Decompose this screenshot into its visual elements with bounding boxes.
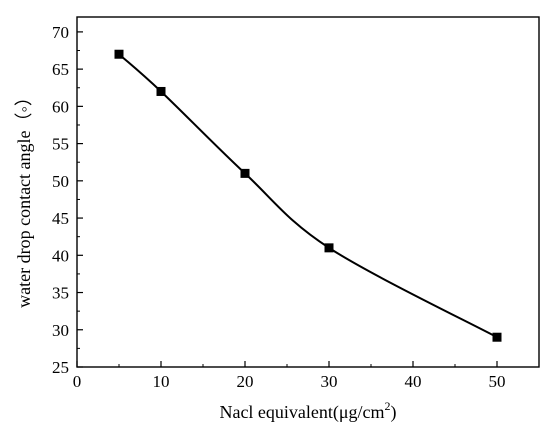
y-tick-label-5: 50 (52, 172, 69, 191)
y-tick-label-7: 60 (52, 97, 69, 116)
y-tick-label-1: 30 (52, 321, 69, 340)
x-axis-title-suffix: ) (391, 402, 397, 423)
x-tick-label-2: 20 (237, 372, 254, 391)
data-point-4 (492, 332, 502, 342)
plot-area (114, 49, 502, 342)
y-axis-title: water drop contact angle（◦） (14, 88, 34, 308)
x-tick-label-4: 40 (405, 372, 422, 391)
x-tick-label-5: 50 (489, 372, 506, 391)
y-tick-label-9: 70 (52, 23, 69, 42)
y-tick-label-3: 40 (52, 246, 69, 265)
data-point-1 (156, 86, 166, 96)
y-tick-label-8: 65 (52, 60, 69, 79)
data-point-2 (240, 168, 250, 178)
plot-frame (76, 16, 540, 368)
data-point-3 (324, 243, 334, 253)
y-tick-label-6: 55 (52, 135, 69, 154)
x-axis-title-superscript: 2 (385, 399, 391, 413)
x-axis-title-main: Nacl equivalent(μg/cm (219, 402, 384, 423)
x-tick-label-0: 0 (73, 372, 82, 391)
y-tick-label-2: 35 (52, 284, 69, 303)
x-axis-title: Nacl equivalent(μg/cm2) (219, 399, 396, 423)
y-tick-label-4: 45 (52, 209, 69, 228)
x-tick-label-3: 30 (321, 372, 338, 391)
y-tick-label-0: 25 (52, 358, 69, 377)
x-tick-label-1: 10 (153, 372, 170, 391)
axes: 0 10 20 30 40 50 25 30 35 40 45 50 55 60 65 70 (52, 16, 540, 391)
data-point-0 (114, 49, 124, 59)
